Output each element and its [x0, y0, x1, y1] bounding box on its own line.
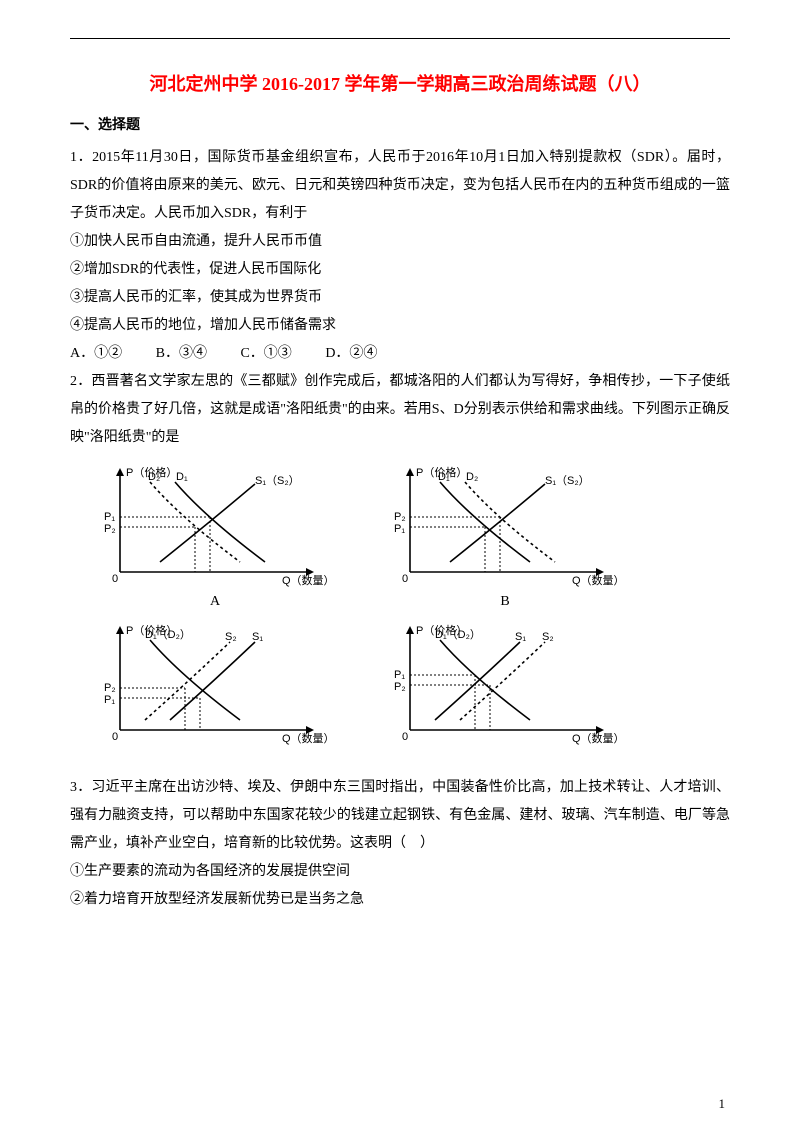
q1-opt-d: D．②④ — [325, 346, 377, 361]
svg-text:Q（数量）: Q（数量） — [572, 732, 625, 745]
doc-title: 河北定州中学 2016-2017 学年第一学期高三政治周练试题（八） — [70, 70, 730, 96]
top-rule — [70, 38, 730, 39]
chart-b-label: B — [380, 594, 630, 610]
svg-text:0: 0 — [112, 573, 118, 585]
chart-a-xlabel: Q（数量） — [282, 574, 335, 587]
q1-options: A．①② B．③④ C．①③ D．②④ — [70, 340, 730, 368]
svg-text:D₂: D₂ — [466, 471, 478, 483]
q1-item-1: ①加快人民币自由流通，提升人民币币值 — [70, 228, 730, 256]
q1-item-4: ④提高人民币的地位，增加人民币储备需求 — [70, 312, 730, 340]
svg-text:D₁（D₂）: D₁（D₂） — [435, 628, 481, 641]
chart-d-svg: P（价格） Q（数量） 0 D₁（D₂） S₁ S₂ P₁ P₂ — [380, 620, 630, 750]
svg-text:D₁: D₁ — [438, 471, 450, 483]
svg-text:P₁: P₁ — [104, 694, 115, 706]
chart-a-label: A — [90, 594, 340, 610]
chart-a-d2: D₂ — [148, 471, 160, 483]
q3-item-1: ①生产要素的流动为各国经济的发展提供空间 — [70, 858, 730, 886]
svg-text:Q（数量）: Q（数量） — [282, 732, 335, 745]
q3-item-2: ②着力培育开放型经济发展新优势已是当务之急 — [70, 886, 730, 914]
chart-b-svg: P（价格） Q（数量） 0 D₁ D₂ S₁（S₂） P₂ P₁ — [380, 462, 630, 592]
q1-item-3: ③提高人民币的汇率，使其成为世界货币 — [70, 284, 730, 312]
q1-opt-b: B．③④ — [156, 346, 207, 361]
chart-a-svg: P（价格） Q（数量） 0 D₂ D₁ S₁（S₂） P₁ P₂ — [90, 462, 340, 592]
chart-c-svg: P（价格） Q（数量） 0 D₁（D₂） S₂ S₁ P₂ P₁ — [90, 620, 340, 750]
q1-opt-c: C．①③ — [240, 346, 291, 361]
q3-stem: 3．习近平主席在出访沙特、埃及、伊朗中东三国时指出，中国装备性价比高，加上技术转… — [70, 774, 730, 858]
svg-text:0: 0 — [402, 573, 408, 585]
chart-a-p1: P₁ — [104, 511, 115, 523]
chart-a-s: S₁（S₂） — [255, 474, 300, 487]
q1-item-2: ②增加SDR的代表性，促进人民币国际化 — [70, 256, 730, 284]
svg-text:S₂: S₂ — [225, 631, 237, 643]
q1-opt-a: A．①② — [70, 346, 122, 361]
svg-text:P₂: P₂ — [394, 511, 406, 523]
q1-stem: 1．2015年11月30日，国际货币基金组织宣布，人民币于2016年10月1日加… — [70, 144, 730, 228]
chart-a-p2: P₂ — [104, 523, 116, 535]
svg-text:P₂: P₂ — [104, 682, 116, 694]
page-number: 1 — [719, 1096, 726, 1112]
svg-text:P₁: P₁ — [394, 669, 405, 681]
svg-text:0: 0 — [112, 731, 118, 743]
svg-text:0: 0 — [402, 731, 408, 743]
charts-row-2: P（价格） Q（数量） 0 D₁（D₂） S₂ S₁ P₂ P₁ — [90, 620, 730, 750]
section-heading: 一、选择题 — [70, 114, 730, 134]
chart-a-d1: D₁ — [176, 471, 188, 483]
svg-text:P₂: P₂ — [394, 681, 406, 693]
chart-c: P（价格） Q（数量） 0 D₁（D₂） S₂ S₁ P₂ P₁ — [90, 620, 340, 750]
svg-text:S₁: S₁ — [515, 631, 526, 643]
svg-text:S₁（S₂）: S₁（S₂） — [545, 474, 590, 487]
chart-b: P（价格） Q（数量） 0 D₁ D₂ S₁（S₂） P₂ P₁ B — [380, 462, 630, 610]
svg-text:P₁: P₁ — [394, 523, 405, 535]
svg-text:D₁（D₂）: D₁（D₂） — [145, 628, 191, 641]
chart-d: P（价格） Q（数量） 0 D₁（D₂） S₁ S₂ P₁ P₂ — [380, 620, 630, 750]
q2-stem: 2．西晋著名文学家左思的《三都赋》创作完成后，都城洛阳的人们都认为写得好，争相传… — [70, 368, 730, 452]
charts-row-1: P（价格） Q（数量） 0 D₂ D₁ S₁（S₂） P₁ P₂ A — [90, 462, 730, 610]
svg-text:S₂: S₂ — [542, 631, 554, 643]
svg-text:Q（数量）: Q（数量） — [572, 574, 625, 587]
chart-a: P（价格） Q（数量） 0 D₂ D₁ S₁（S₂） P₁ P₂ A — [90, 462, 340, 610]
svg-text:S₁: S₁ — [252, 631, 263, 643]
